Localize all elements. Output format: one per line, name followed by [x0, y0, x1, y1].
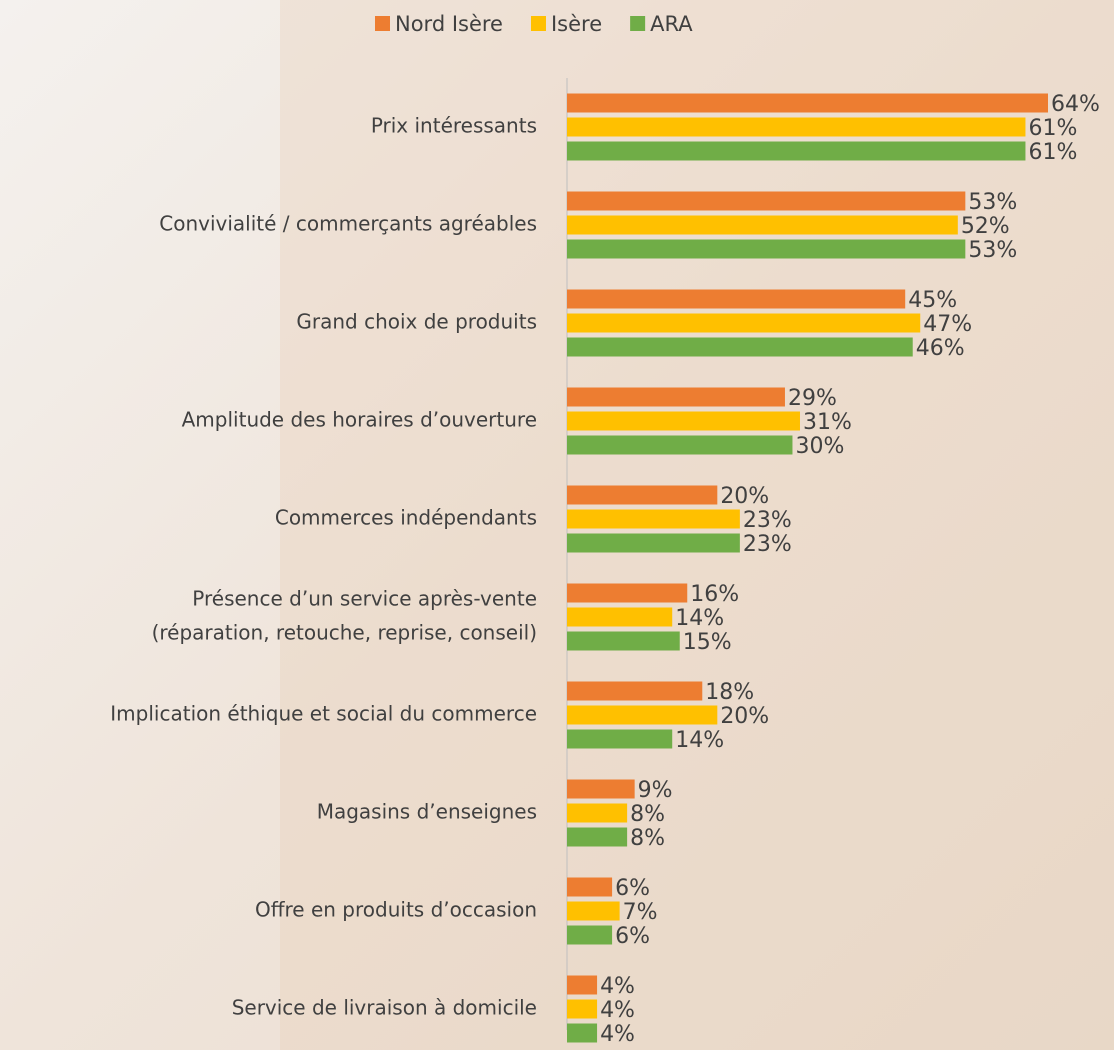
- bar: [567, 926, 612, 945]
- bar: [567, 510, 740, 529]
- bar: [567, 1000, 597, 1019]
- bar: [567, 902, 620, 921]
- value-label: 61%: [1028, 116, 1077, 141]
- bar: [567, 388, 785, 407]
- value-label: 47%: [923, 312, 972, 337]
- bar: [567, 608, 672, 627]
- legend-label: Isère: [551, 12, 602, 36]
- bar: [567, 878, 612, 897]
- value-label: 4%: [600, 998, 635, 1023]
- category-label: Amplitude des horaires d’ouverture: [182, 408, 537, 432]
- category-label: (réparation, retouche, reprise, conseil): [152, 621, 537, 645]
- bar: [567, 828, 627, 847]
- bar: [567, 780, 635, 799]
- value-label: 23%: [743, 532, 792, 557]
- value-label: 8%: [630, 826, 665, 851]
- bar: [567, 976, 597, 995]
- value-label: 9%: [638, 778, 673, 803]
- category-label: Grand choix de produits: [296, 310, 537, 334]
- bar: [567, 486, 717, 505]
- value-label: 29%: [788, 386, 837, 411]
- bar: [567, 584, 687, 603]
- value-label: 18%: [705, 680, 754, 705]
- value-label: 31%: [803, 410, 852, 435]
- value-label: 30%: [795, 434, 844, 459]
- bar: [567, 804, 627, 823]
- bar: [567, 94, 1048, 113]
- value-label: 23%: [743, 508, 792, 533]
- bar: [567, 290, 905, 309]
- bar: [567, 142, 1025, 161]
- bar: [567, 682, 702, 701]
- legend-swatch: [630, 16, 645, 31]
- value-label: 14%: [675, 728, 724, 753]
- value-label: 20%: [720, 484, 769, 509]
- value-label: 64%: [1051, 92, 1100, 117]
- value-label: 46%: [916, 336, 965, 361]
- value-label: 4%: [600, 974, 635, 999]
- value-label: 4%: [600, 1022, 635, 1047]
- legend-swatch: [375, 16, 390, 31]
- category-label: Service de livraison à domicile: [232, 996, 537, 1020]
- bar: [567, 632, 680, 651]
- value-label: 20%: [720, 704, 769, 729]
- value-label: 8%: [630, 802, 665, 827]
- bar: [567, 706, 717, 725]
- legend-swatch: [531, 16, 546, 31]
- category-label: Convivialité / commerçants agréables: [159, 212, 537, 236]
- bar: [567, 240, 965, 259]
- bar: [567, 534, 740, 553]
- value-label: 53%: [968, 238, 1017, 263]
- bar: [567, 1024, 597, 1043]
- value-label: 15%: [683, 630, 732, 655]
- value-label: 45%: [908, 288, 957, 313]
- category-label: Commerces indépendants: [275, 506, 537, 530]
- legend-label: Nord Isère: [395, 12, 503, 36]
- bar: [567, 192, 965, 211]
- bar: [567, 412, 800, 431]
- bar: [567, 216, 958, 235]
- bar: [567, 338, 913, 357]
- legend-label: ARA: [650, 12, 693, 36]
- value-label: 6%: [615, 876, 650, 901]
- value-label: 7%: [623, 900, 658, 925]
- value-label: 53%: [968, 190, 1017, 215]
- bar: [567, 436, 792, 455]
- value-label: 61%: [1028, 140, 1077, 165]
- value-label: 52%: [961, 214, 1010, 239]
- category-label: Magasins d’enseignes: [317, 800, 537, 824]
- category-label: Offre en produits d’occasion: [255, 898, 537, 922]
- bar: [567, 730, 672, 749]
- bar: [567, 314, 920, 333]
- category-label: Présence d’un service après-vente: [192, 587, 537, 611]
- category-label: Prix intéressants: [371, 114, 537, 138]
- value-label: 14%: [675, 606, 724, 631]
- bar: [567, 118, 1025, 137]
- category-label: Implication éthique et social du commerc…: [110, 702, 537, 726]
- value-label: 16%: [690, 582, 739, 607]
- value-label: 6%: [615, 924, 650, 949]
- chart: Nord IsèreIsèreARAPrix intéressants64%61…: [0, 0, 1114, 1050]
